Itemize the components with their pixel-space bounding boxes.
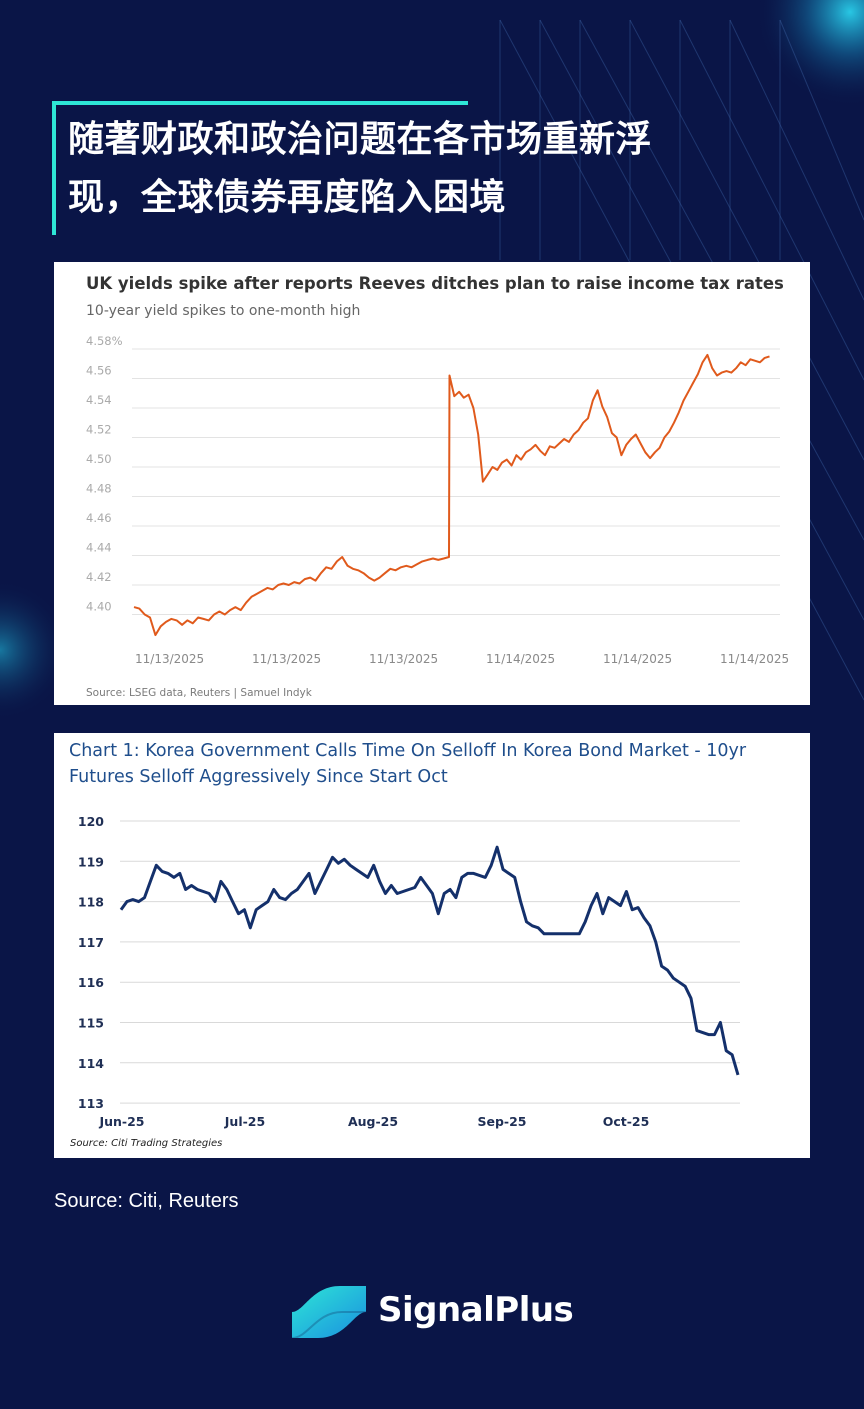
headline-line-1: 随著财政和政治问题在各市场重新浮 <box>68 119 653 160</box>
uk-x-tick-label: 11/14/2025 <box>486 652 555 666</box>
headline-line-2: 现，全球债券再度陷入困境 <box>68 177 507 218</box>
footer-source: Source: Citi, Reuters <box>54 1190 239 1212</box>
uk-yield-chart-panel: UK yields spike after reports Reeves dit… <box>54 262 810 705</box>
uk-yield-series-line <box>133 353 770 637</box>
headline-accent-bar <box>56 101 468 105</box>
uk-y-tick-label: 4.44 <box>86 541 112 555</box>
uk-y-tick-label: 4.52 <box>86 423 112 437</box>
headline: 随著财政和政治问题在各市场重新浮 现，全球债券再度陷入困境 <box>56 101 816 235</box>
korea-y-tick-label: 115 <box>78 1016 104 1031</box>
uk-y-tick-label: 4.48 <box>86 482 112 496</box>
uk-x-tick-label: 11/14/2025 <box>603 652 672 666</box>
korea-chart-title-line-2: Futures Selloff Aggressively Since Start… <box>69 767 448 787</box>
uk-x-tick-label: 11/13/2025 <box>252 652 321 666</box>
korea-bond-chart-panel: Chart 1: Korea Government Calls Time On … <box>54 733 810 1158</box>
korea-y-tick-label: 117 <box>78 935 104 950</box>
korea-chart-source: Source: Citi Trading Strategies <box>70 1138 222 1149</box>
korea-x-tick-label: Jul-25 <box>224 1114 265 1129</box>
korea-x-tick-label: Oct-25 <box>603 1114 650 1129</box>
uk-chart-title: UK yields spike after reports Reeves dit… <box>86 274 784 293</box>
uk-yield-chart: UK yields spike after reports Reeves dit… <box>86 274 789 699</box>
uk-y-tick-label: 4.42 <box>86 570 112 584</box>
korea-x-tick-label: Sep-25 <box>477 1114 526 1129</box>
korea-x-tick-label: Aug-25 <box>348 1114 398 1129</box>
korea-x-tick-label: Jun-25 <box>98 1114 144 1129</box>
brand-block: SignalPlus <box>290 1282 590 1342</box>
brand-name: SignalPlus <box>378 1290 574 1330</box>
uk-y-tick-label: 4.40 <box>86 600 112 614</box>
uk-y-tick-label: 4.46 <box>86 511 112 525</box>
korea-y-tick-label: 116 <box>78 975 104 990</box>
korea-y-tick-label: 120 <box>78 814 104 829</box>
uk-x-tick-label: 11/13/2025 <box>369 652 438 666</box>
uk-x-tick-label: 11/13/2025 <box>135 652 204 666</box>
uk-x-tick-label: 11/14/2025 <box>720 652 789 666</box>
uk-chart-subtitle: 10-year yield spikes to one-month high <box>86 303 360 319</box>
headline-block: 随著财政和政治问题在各市场重新浮 现，全球债券再度陷入困境 <box>52 101 816 235</box>
korea-futures-series-line <box>119 845 740 1076</box>
korea-y-tick-label: 119 <box>78 854 104 869</box>
korea-chart-title-line-1: Chart 1: Korea Government Calls Time On … <box>69 741 747 761</box>
korea-y-tick-label: 113 <box>78 1096 104 1111</box>
wave-logo-icon <box>291 1286 366 1339</box>
uk-y-tick-label: 4.56 <box>86 364 112 378</box>
uk-y-tick-label: 4.58% <box>86 334 123 348</box>
uk-y-tick-label: 4.50 <box>86 452 112 466</box>
uk-y-tick-label: 4.54 <box>86 393 112 407</box>
korea-bond-chart: Chart 1: Korea Government Calls Time On … <box>69 741 747 1149</box>
uk-chart-source: Source: LSEG data, Reuters | Samuel Indy… <box>86 687 313 699</box>
korea-y-tick-label: 114 <box>78 1056 104 1071</box>
korea-y-tick-label: 118 <box>78 895 104 910</box>
